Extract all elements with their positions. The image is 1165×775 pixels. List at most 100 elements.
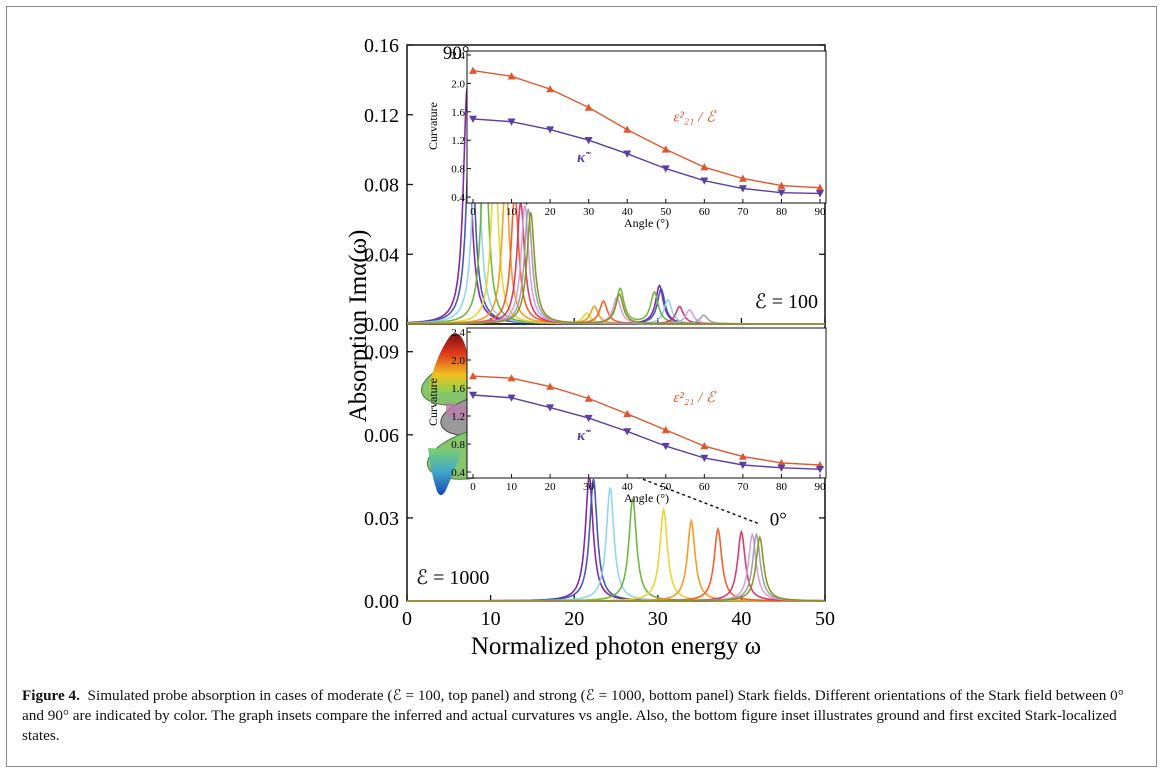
inset-x-label: Angle (°) [624, 491, 669, 505]
inset-series-marker [584, 414, 593, 423]
inset-x-tick-label: 30 [583, 206, 595, 218]
inset-y-tick-label: 0.4 [451, 192, 465, 204]
y-tick-label: 0.16 [364, 35, 399, 57]
inset-series-line [472, 394, 821, 470]
inset-x-tick-label: 40 [622, 481, 634, 493]
inset-series-marker [700, 454, 709, 462]
inset-frame [466, 50, 827, 204]
angle-end-label: 0° [770, 509, 787, 530]
inset-series-marker [507, 118, 516, 126]
inset-series-marker [469, 66, 477, 74]
inset-series-line [472, 375, 821, 466]
y-tick-label: 0.04 [364, 244, 399, 266]
inset-series-marker [777, 189, 786, 197]
inset-x-tick-label: 70 [737, 481, 749, 493]
inset-series-marker [469, 391, 477, 399]
inset-y-tick-label: 2.0 [451, 78, 465, 90]
inset-series-marker [469, 372, 477, 380]
x-axis-label: Normalized photon energy ω [471, 633, 761, 660]
inset-series-marker [469, 115, 477, 123]
inset-series-marker [507, 374, 516, 382]
inset-x-tick-label: 90 [815, 206, 827, 218]
figure-caption: Figure 4. Simulated probe absorption in … [22, 686, 1142, 746]
inset-series-marker [777, 458, 786, 467]
inset-x-tick-label: 50 [660, 481, 672, 493]
x-tick-label: 10 [481, 608, 501, 630]
inset-x-tick-label: 40 [622, 206, 634, 218]
inset-series-marker [546, 85, 555, 93]
bottom-panel: 0.000.030.060.090102030405090°0°ℰ = 1000 [364, 342, 835, 630]
inset-x-label: Angle (°) [624, 216, 669, 230]
inset-x-tick-label: 50 [660, 206, 672, 218]
inset-x-tick-label: 60 [699, 481, 711, 493]
caption-label: Figure 4. [22, 687, 80, 704]
inset-y-label: Curvature [426, 378, 440, 426]
inset-series-marker [661, 426, 670, 434]
inset-series-marker [546, 404, 555, 412]
inset-y-tick-label: 1.2 [451, 135, 465, 147]
inset-series-marker [700, 442, 709, 450]
lower-state-dip [428, 448, 462, 496]
inset-y-tick-label: 1.6 [451, 107, 465, 119]
x-tick-label: 40 [731, 608, 751, 630]
angle-arrow [582, 455, 759, 524]
y-tick-label: 0.09 [364, 342, 399, 364]
inset-x-tick-label: 20 [545, 481, 557, 493]
inset-series-marker [623, 428, 632, 436]
caption-text: Simulated probe absorption in cases of m… [22, 687, 1124, 744]
inset-y-label: Curvature [426, 102, 440, 150]
inset-series-marker [816, 466, 824, 474]
inset-y-tick-label: 0.8 [451, 164, 465, 176]
inset-series-line [472, 118, 821, 195]
inset-series-label: ε²₂₁ / ℰ [673, 109, 717, 125]
inset-y-tick-label: 2.0 [451, 355, 465, 367]
inset-x-tick-label: 30 [583, 481, 595, 493]
angle-start-label: 90° [443, 43, 470, 64]
inset-series-marker [738, 452, 747, 460]
inset-x-tick-label: 20 [545, 206, 557, 218]
inset-series-line [472, 69, 821, 189]
inset-x-tick-label: 80 [776, 206, 788, 218]
inset-y-tick-label: 0.8 [451, 439, 465, 451]
inset-series-marker [507, 72, 516, 80]
inset-y-tick-label: 1.6 [451, 383, 465, 395]
upper-state-peak [428, 333, 474, 392]
inset-y-tick-label: 0.4 [451, 467, 465, 479]
inset-series-marker [816, 190, 824, 198]
inset-x-tick-label: 70 [737, 206, 749, 218]
x-tick-label: 30 [648, 608, 668, 630]
y-tick-label: 0.00 [364, 591, 399, 613]
y-tick-label: 0.06 [364, 425, 399, 447]
inset-top: 0.4 0.8 1.2 1.6 2.0 2.4 0 10 20 30 40 50 60 70 80 90 Ang… [426, 50, 827, 230]
inset-x-tick-label: 90 [815, 481, 827, 493]
inset-frame [466, 327, 827, 479]
inset-series-marker [777, 464, 786, 472]
inset-y-tick-label: 1.2 [451, 411, 465, 423]
inset-x-tick-label: 0 [470, 206, 476, 218]
inset-series-marker [777, 181, 786, 189]
inset-series-marker [738, 461, 747, 469]
inset-x-tick-label: 80 [776, 481, 788, 493]
inset-series-marker [584, 137, 593, 145]
inset-series-marker [700, 177, 709, 185]
field-strength-label: ℰ = 1000 [416, 567, 489, 589]
inset-series-marker [584, 394, 593, 402]
inset-series-marker [661, 145, 670, 153]
inset-y-tick-label: 2.4 [451, 327, 465, 339]
inset-series-marker [700, 163, 709, 171]
inset-x-tick-label: 10 [506, 481, 518, 493]
x-tick-label: 20 [564, 608, 584, 630]
x-tick-label: 0 [402, 608, 412, 630]
inset-y-tick-label: 2.4 [451, 50, 465, 62]
inset-x-tick-label: 60 [699, 206, 711, 218]
spectrum-line [407, 212, 825, 325]
inset-bottom: 0.4 0.8 1.2 1.6 2.0 2.4 0 10 20 30 40 50 60 70 80 90 Ang… [426, 327, 827, 505]
field-strength-label: ℰ = 100 [755, 291, 818, 313]
inset-series-marker [738, 174, 747, 182]
inset-series-marker [546, 382, 555, 390]
inset-series-marker [623, 125, 632, 133]
inset-series-label: ε²₂₁ / ℰ [673, 390, 717, 406]
inset-series-marker [661, 165, 670, 173]
y-tick-label: 0.03 [364, 508, 399, 530]
